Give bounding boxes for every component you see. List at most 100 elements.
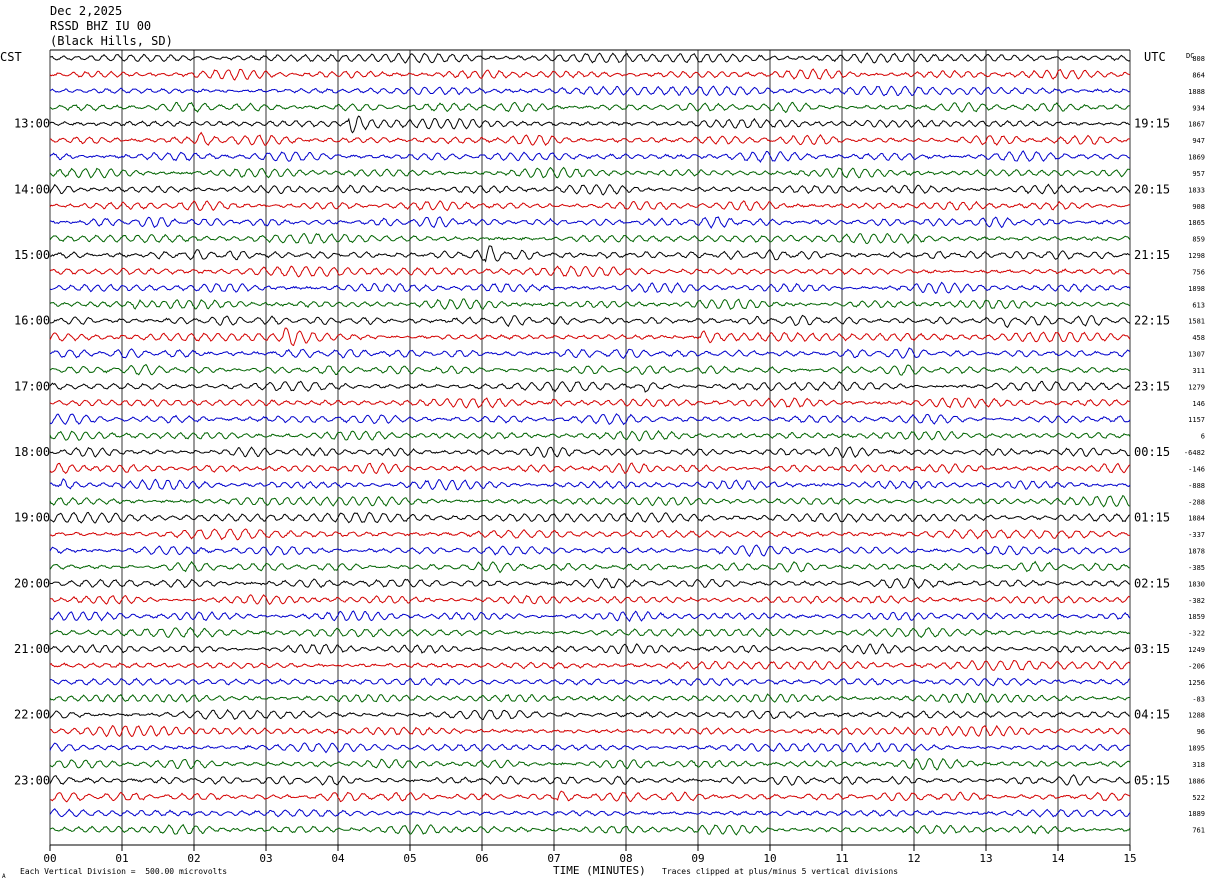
dc-offset-label: 934 [1192, 104, 1205, 112]
dc-offset-label: -288 [1188, 498, 1205, 506]
trace-line [49, 413, 1131, 426]
trace-line [49, 183, 1131, 196]
trace-line [49, 610, 1131, 623]
trace-line [49, 643, 1131, 655]
trace-line [49, 560, 1131, 574]
x-tick-label: 02 [187, 852, 200, 865]
clip-note: Traces clipped at plus/minus 5 vertical … [662, 867, 898, 876]
dc-offset-label: 1869 [1188, 154, 1205, 162]
dc-offset-label: -83 [1192, 695, 1205, 703]
corner-mark: A [2, 873, 6, 880]
x-tick-label: 04 [331, 852, 345, 865]
x-tick-label: 09 [691, 852, 704, 865]
trace-line [49, 659, 1131, 671]
x-tick-label: 07 [547, 852, 560, 865]
cst-hour-label: 16:00 [14, 314, 50, 328]
trace-line [49, 446, 1131, 459]
cst-hour-label: 23:00 [14, 773, 50, 787]
trace-line [49, 265, 1131, 278]
trace-line [49, 544, 1131, 558]
x-axis-title: TIME (MINUTES) [553, 864, 646, 877]
header-location: (Black Hills, SD) [50, 34, 173, 48]
dc-offset-label: -337 [1188, 531, 1205, 539]
dc-offset-label: 146 [1192, 400, 1205, 408]
trace-line [49, 774, 1131, 786]
x-tick-label: 05 [403, 852, 416, 865]
dc-offset-label: 1307 [1188, 351, 1205, 359]
axis-labels: 00 01 02 03 04 05 06 07 08 09 10 11 12 13 14 15 808 864 18… [14, 55, 1205, 865]
seismic-traces [49, 52, 1131, 836]
trace-line [49, 131, 1131, 146]
cst-hour-label: 13:00 [14, 117, 50, 131]
utc-hour-label: 21:15 [1134, 248, 1170, 262]
trace-line [49, 281, 1131, 294]
left-axis-title: CST [0, 50, 22, 64]
trace-line [49, 528, 1131, 541]
header-station: RSSD BHZ IU 00 [50, 19, 152, 33]
dc-offset-label: 1884 [1188, 515, 1205, 523]
dc-offset-label: 947 [1192, 137, 1205, 145]
dc-offset-label: 859 [1192, 236, 1205, 244]
trace-line [49, 494, 1131, 508]
dc-offset-label: 1833 [1188, 186, 1205, 194]
dc-offset-label: 1889 [1188, 810, 1205, 818]
cst-hour-label: 20:00 [14, 576, 50, 590]
cst-hour-label: 19:00 [14, 511, 50, 525]
trace-line [49, 298, 1131, 310]
trace-line [49, 200, 1131, 212]
trace-line [49, 347, 1131, 359]
dc-offset-label: 1279 [1188, 383, 1205, 391]
cst-hour-label: 22:00 [14, 708, 50, 722]
trace-line [49, 692, 1131, 704]
trace-line [50, 790, 1131, 803]
dc-offset-label: 1859 [1188, 613, 1205, 621]
utc-hour-label: 23:15 [1134, 379, 1170, 393]
cst-hour-label: 17:00 [14, 379, 50, 393]
x-tick-label: 03 [259, 852, 272, 865]
trace-line [49, 478, 1131, 491]
dc-offset-label: 908 [1192, 203, 1205, 211]
dc-offset-label: 1157 [1188, 416, 1205, 424]
trace-line [49, 245, 1131, 263]
dc-offset-label: 756 [1192, 268, 1205, 276]
dc-offset-label: 1878 [1188, 548, 1205, 556]
utc-hour-label: 03:15 [1134, 642, 1170, 656]
dc-offset-label: 1256 [1188, 679, 1205, 687]
trace-line [49, 216, 1131, 229]
trace-line [50, 52, 1131, 64]
utc-hour-label: 22:15 [1134, 314, 1170, 328]
dc-offset-label: 808 [1192, 55, 1205, 63]
x-tick-label: 00 [43, 852, 56, 865]
trace-line [49, 115, 1131, 134]
trace-line [49, 380, 1131, 393]
dc-offset-label: 1895 [1188, 745, 1205, 753]
trace-line [50, 314, 1131, 328]
trace-line [49, 511, 1131, 524]
trace-line [49, 808, 1131, 818]
dc-offset-label: 761 [1192, 827, 1205, 835]
x-tick-label: 06 [475, 852, 488, 865]
trace-line [49, 150, 1131, 164]
cst-hour-label: 15:00 [14, 248, 50, 262]
utc-hour-label: 01:15 [1134, 511, 1170, 525]
dc-offset-label: -888 [1188, 482, 1205, 490]
header-date: Dec 2,2025 [50, 4, 123, 18]
utc-hour-label: 20:15 [1134, 182, 1170, 196]
trace-line [49, 462, 1131, 475]
dc-offset-label: -385 [1188, 564, 1205, 572]
trace-line [49, 577, 1131, 589]
trace-line [49, 742, 1131, 754]
utc-hour-label: 02:15 [1134, 576, 1170, 590]
x-tick-label: 12 [907, 852, 920, 865]
x-tick-label: 14 [1051, 852, 1065, 865]
trace-line [50, 594, 1131, 605]
trace-line [49, 68, 1131, 81]
dc-offset-label: 613 [1192, 301, 1205, 309]
utc-hour-label: 05:15 [1134, 773, 1170, 787]
dc-offset-label: 318 [1192, 761, 1205, 769]
dc-offset-label: 1830 [1188, 580, 1205, 588]
dc-offset-label: 1886 [1188, 777, 1205, 785]
dc-offset-label: 1865 [1188, 219, 1205, 227]
dc-offset-label: -322 [1188, 630, 1205, 638]
trace-line [49, 363, 1131, 376]
